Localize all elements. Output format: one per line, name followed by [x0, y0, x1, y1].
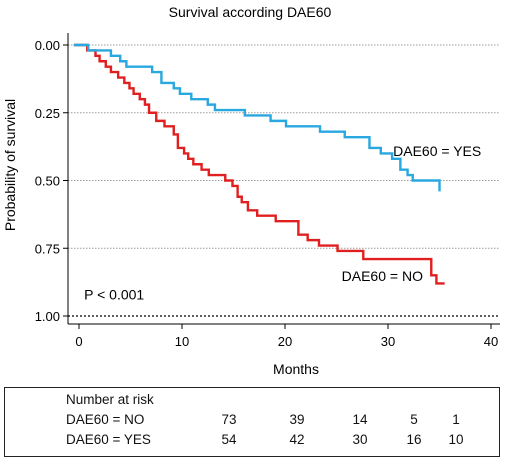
risk-table: Number at risk DAE60 = NO 73 39 14 5 1 D…	[4, 387, 500, 457]
risk-row-yes: DAE60 = YES 54 42 30 16 10	[5, 432, 499, 450]
risk-cell: 42	[289, 432, 305, 447]
y-axis-label: Probability of survival	[2, 99, 18, 231]
risk-table-title: Number at risk	[66, 392, 154, 407]
survival-curves	[73, 43, 445, 285]
survival-chart: Survival according DAE60 Probability of …	[2, 4, 500, 377]
risk-cell: 10	[448, 432, 464, 447]
survival-curve-dae60-no	[73, 43, 445, 285]
x-tick-label: 10	[175, 334, 189, 349]
chart-title: Survival according DAE60	[169, 4, 332, 20]
x-tick-label: 40	[484, 334, 498, 349]
risk-cell: 54	[221, 432, 237, 447]
risk-cell: 39	[289, 412, 305, 427]
annotations: DAE60 = YES DAE60 = NO P < 0.001	[84, 143, 481, 303]
x-tick-label: 20	[278, 334, 292, 349]
chart-annotation: P < 0.001	[84, 287, 144, 303]
risk-cell: 5	[410, 412, 418, 427]
chart-annotation: DAE60 = YES	[393, 143, 481, 159]
risk-cell: 14	[352, 412, 368, 427]
risk-cell: 73	[221, 412, 237, 427]
risk-cell: 1	[452, 412, 460, 427]
chart-annotation: DAE60 = NO	[342, 268, 423, 284]
survival-curve-dae60-yes	[73, 43, 441, 192]
y-tick-label: 0.25	[35, 106, 60, 121]
risk-cell: 30	[352, 432, 368, 447]
x-tick-label: 30	[381, 334, 395, 349]
y-tick-label: 0.50	[35, 174, 60, 189]
y-tick-label: 0.00	[35, 38, 60, 53]
x-axis-label: Months	[273, 361, 319, 377]
grid-lines	[68, 44, 500, 317]
x-tick-label: 0	[75, 334, 82, 349]
axes: 0.00 0.25 0.50 0.75 1.00 0 10 20 30 40	[35, 33, 500, 349]
risk-row-no: DAE60 = NO 73 39 14 5 1	[5, 412, 499, 430]
risk-row-label: DAE60 = NO	[66, 412, 145, 427]
y-tick-label: 1.00	[35, 309, 60, 324]
risk-cell: 16	[406, 432, 422, 447]
y-tick-label: 0.75	[35, 241, 60, 256]
risk-row-label: DAE60 = YES	[66, 432, 151, 447]
